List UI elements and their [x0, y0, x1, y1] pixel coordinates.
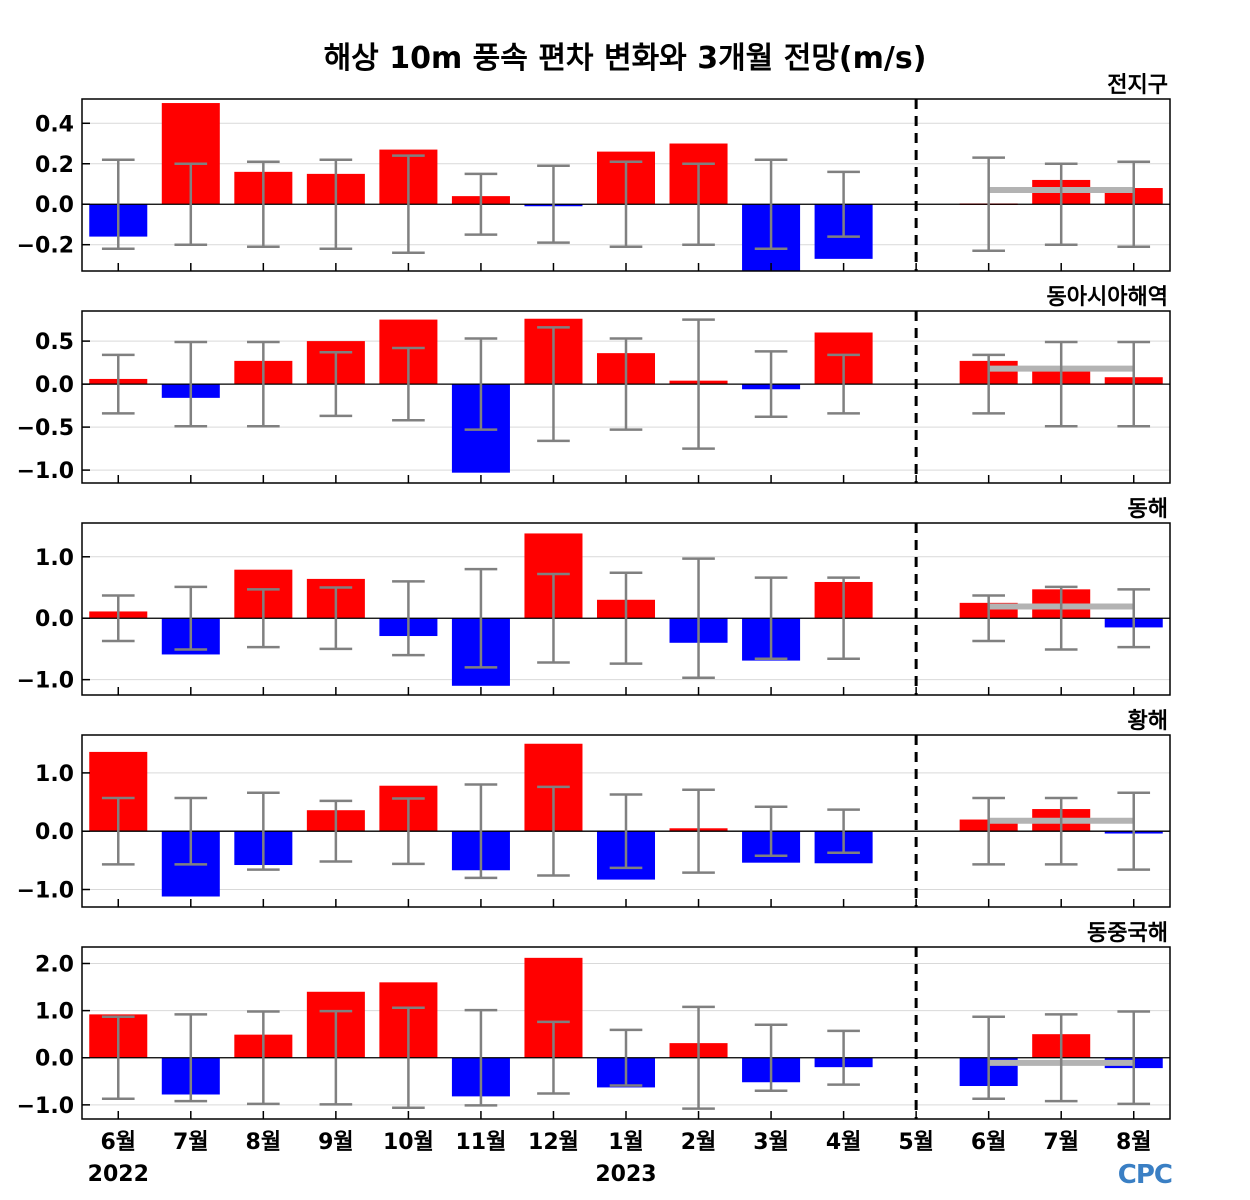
- panel-2-y-tick-label: 0.0: [35, 373, 74, 398]
- panel-1-y-tick-label: 0.4: [35, 112, 74, 137]
- panel-3-y-tick-label: 1.0: [35, 546, 74, 571]
- panel-5-y-tick-label: 1.0: [35, 1000, 74, 1025]
- panel-4-y-tick-label: −1.0: [17, 879, 74, 904]
- panel-3-y-tick-label: 0.0: [35, 607, 74, 632]
- x-tick-label: 9월: [318, 1130, 354, 1155]
- x-tick-label: 5월: [898, 1130, 934, 1155]
- chart-title: 해상 10m 풍속 편차 변화와 3개월 전망(m/s): [324, 41, 927, 76]
- x-tick-label: 12월: [528, 1130, 579, 1155]
- year-label: 2023: [595, 1162, 656, 1187]
- panel-5-y-tick-label: 2.0: [35, 952, 74, 977]
- panel-4-y-tick-label: 1.0: [35, 762, 74, 787]
- x-tick-label: 10월: [383, 1130, 434, 1155]
- x-tick-label: 4월: [826, 1130, 862, 1155]
- panel-2-y-tick-label: 0.5: [35, 330, 74, 355]
- x-tick-label: 3월: [753, 1130, 789, 1155]
- x-tick-label: 6월: [100, 1130, 136, 1155]
- panel-5-y-tick-label: 0.0: [35, 1047, 74, 1072]
- x-tick-label: 8월: [1116, 1130, 1152, 1155]
- x-tick-label: 8월: [246, 1130, 282, 1155]
- x-tick-label: 2월: [681, 1130, 717, 1155]
- x-tick-label: 7월: [173, 1130, 209, 1155]
- year-label: 2022: [88, 1162, 149, 1187]
- x-tick-label: 11월: [456, 1130, 507, 1155]
- x-tick-label: 7월: [1043, 1130, 1079, 1155]
- panel-2-region-label: 동아시아해역: [1047, 285, 1168, 310]
- panel-1-y-tick-label: 0.2: [35, 153, 74, 178]
- panel-2-y-tick-label: −0.5: [17, 416, 74, 441]
- panel-3-region-label: 동해: [1128, 497, 1168, 522]
- x-tick-label: 6월: [971, 1130, 1007, 1155]
- panel-5-region-label: 동중국해: [1087, 921, 1168, 946]
- panel-4-region-label: 황해: [1128, 709, 1168, 734]
- panel-5-y-tick-label: −1.0: [17, 1094, 74, 1119]
- panel-2-y-tick-label: −1.0: [17, 459, 74, 484]
- cpc-logo: CPC: [1117, 1160, 1173, 1190]
- panel-4-y-tick-label: 0.0: [35, 820, 74, 845]
- logo-text: CPC: [1117, 1160, 1173, 1190]
- panel-3-y-tick-label: −1.0: [17, 669, 74, 694]
- panel-1-y-tick-label: 0.0: [35, 193, 74, 218]
- panel-1-region-label: 전지구: [1107, 73, 1168, 98]
- panel-1-y-tick-label: −0.2: [17, 234, 74, 259]
- x-tick-label: 1월: [608, 1130, 644, 1155]
